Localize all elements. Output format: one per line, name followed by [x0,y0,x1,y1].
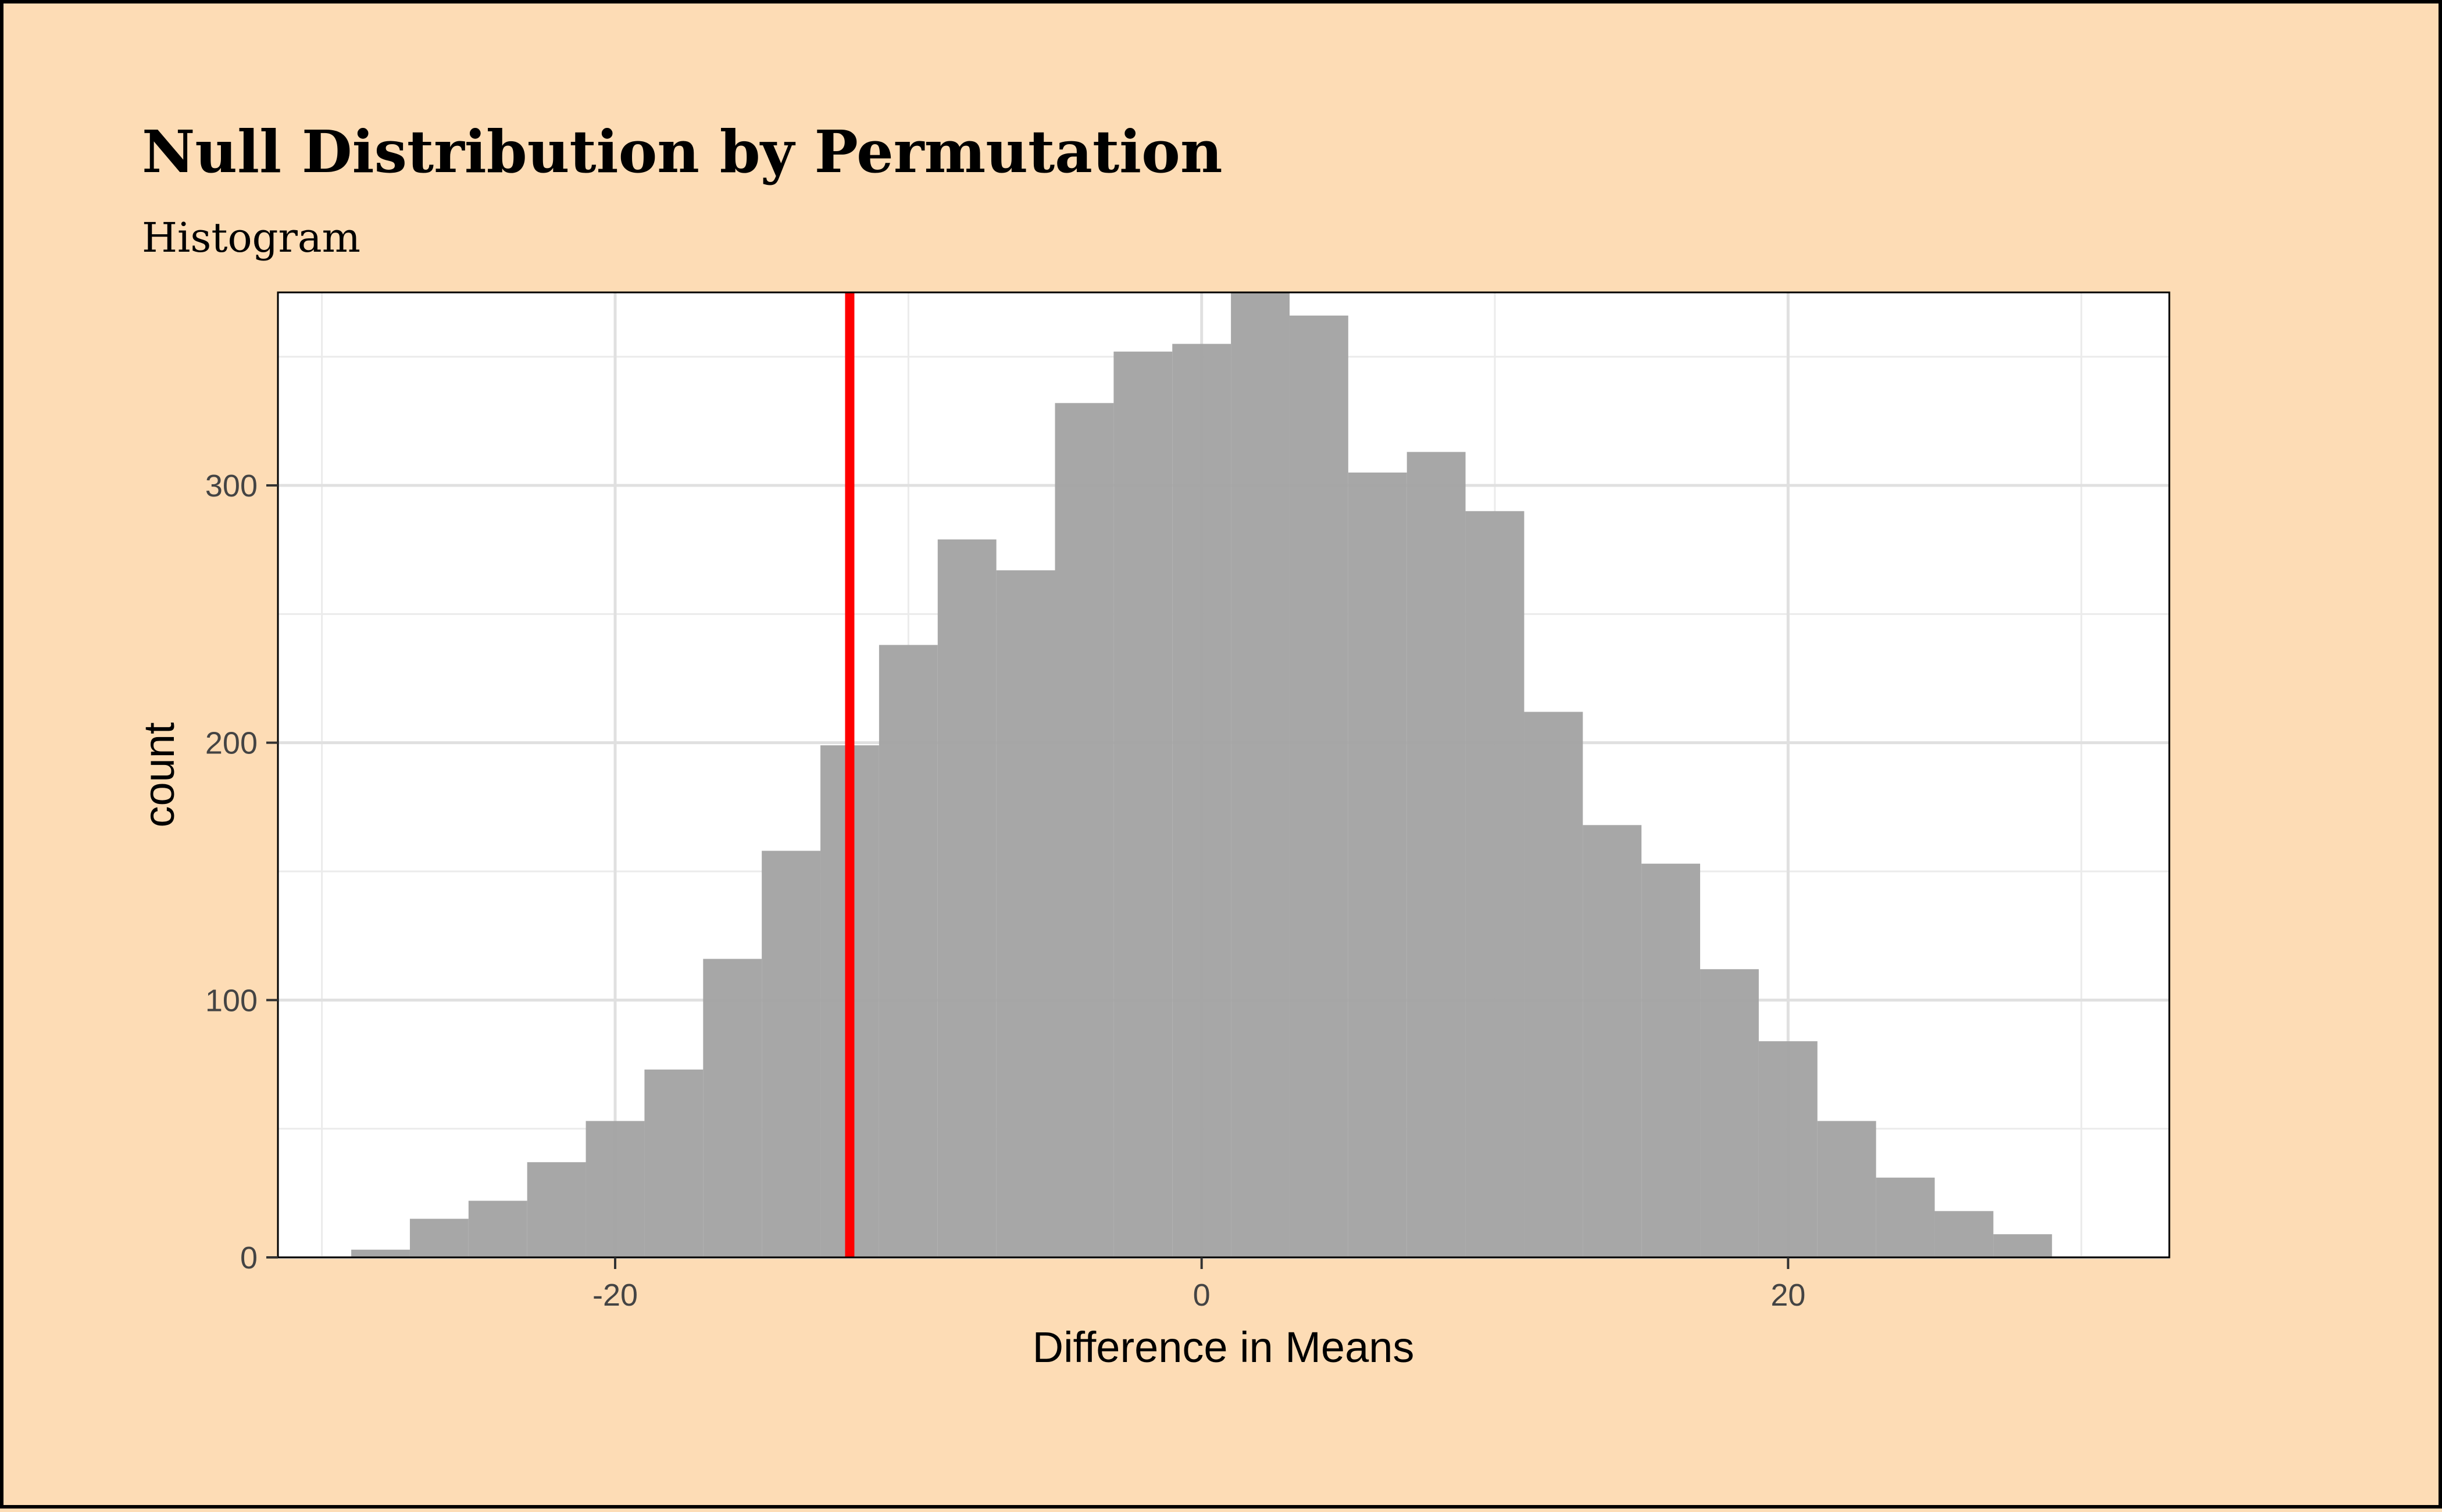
histogram-bar [1172,344,1231,1257]
histogram-bar [468,1200,527,1257]
histogram-bar [1524,712,1583,1257]
histogram-bar [351,1249,410,1257]
histogram-bar [996,570,1055,1257]
histogram-bar [1406,452,1466,1257]
histogram-bar [644,1069,704,1257]
histogram-bar [1289,315,1348,1257]
x-axis-title: Difference in Means [1033,1323,1415,1371]
histogram-bar [1055,403,1114,1257]
y-tick-label: 0 [240,1241,258,1275]
histogram-bar [703,959,762,1257]
x-tick-label: 0 [1193,1278,1211,1313]
y-axis: 0 100 200 300 [205,469,278,1275]
histogram-bar [1641,863,1701,1257]
histogram-bar [1934,1211,1994,1257]
histogram-bar [1876,1177,1935,1257]
histogram-bar [409,1218,469,1257]
histogram-bar [1700,969,1759,1257]
y-tick-label: 100 [205,983,258,1018]
histogram-bar [585,1121,645,1257]
histogram-bar [937,539,997,1258]
histogram-bar [1465,511,1525,1258]
y-tick-label: 200 [205,726,258,761]
histogram-plot: -20 0 20 0 100 200 300 Difference in Means co… [135,291,2170,1371]
chart-subtitle: Histogram [142,214,361,262]
histogram-bar [879,645,938,1257]
histogram-bar [762,850,821,1257]
plot-panel-border [277,291,2170,1259]
histogram-bar [1231,292,1290,1257]
histogram-bars [351,292,2052,1258]
x-axis: -20 0 20 [592,1257,1805,1313]
x-tick-label: -20 [592,1278,638,1313]
y-axis-title: count [135,722,183,827]
y-tick-label: 300 [205,469,258,503]
chart-title: Null Distribution by Permutation [142,117,1223,186]
histogram-bar [1348,472,1407,1257]
histogram-bar [1113,351,1173,1257]
histogram-bar [1583,825,1642,1257]
histogram-bar [527,1162,586,1257]
x-tick-label: 20 [1770,1278,1805,1313]
histogram-bar [1993,1234,2052,1257]
histogram-bar [1817,1121,1876,1257]
histogram-bar [1758,1041,1818,1257]
